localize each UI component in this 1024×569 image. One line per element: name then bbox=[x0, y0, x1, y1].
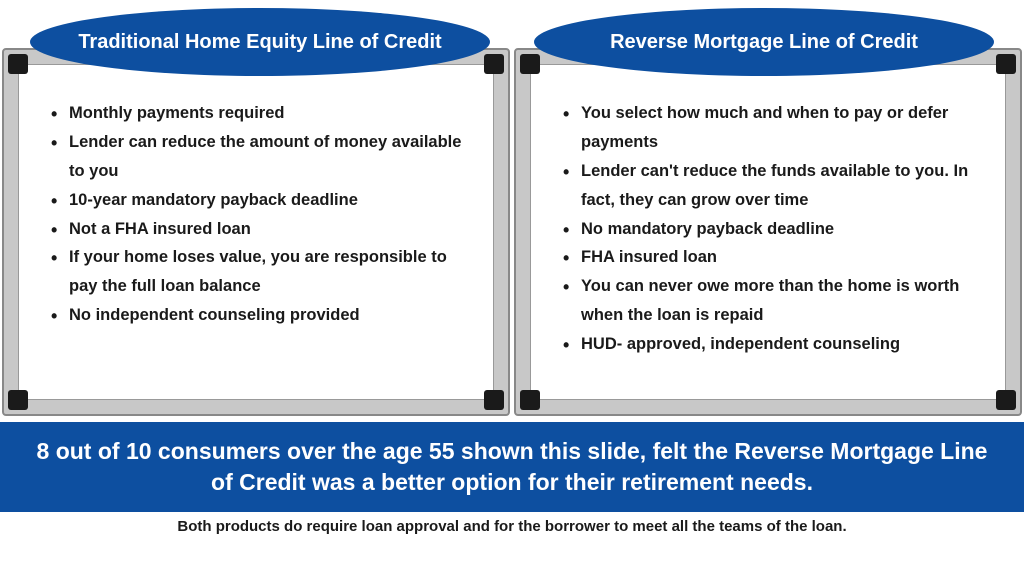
board-corner bbox=[520, 390, 540, 410]
left-bullet-list: Monthly payments required Lender can red… bbox=[47, 99, 465, 330]
statistic-banner: 8 out of 10 consumers over the age 55 sh… bbox=[0, 422, 1024, 512]
right-bullet-list: You select how much and when to pay or d… bbox=[559, 99, 977, 359]
board-corner bbox=[484, 390, 504, 410]
list-item: If your home loses value, you are respon… bbox=[47, 243, 465, 301]
list-item: 10-year mandatory payback deadline bbox=[47, 186, 465, 215]
list-item: Not a FHA insured loan bbox=[47, 215, 465, 244]
list-item: HUD- approved, independent counseling bbox=[559, 330, 977, 359]
left-board-content: Monthly payments required Lender can red… bbox=[18, 64, 494, 400]
right-header-oval: Reverse Mortgage Line of Credit bbox=[534, 8, 994, 76]
list-item: No mandatory payback deadline bbox=[559, 215, 977, 244]
list-item: No independent counseling provided bbox=[47, 301, 465, 330]
boards-row: Monthly payments required Lender can red… bbox=[0, 48, 1024, 416]
list-item: Lender can't reduce the funds available … bbox=[559, 157, 977, 215]
headers-row: Traditional Home Equity Line of Credit R… bbox=[0, 0, 1024, 76]
list-item: You can never owe more than the home is … bbox=[559, 272, 977, 330]
comparison-infographic: Traditional Home Equity Line of Credit R… bbox=[0, 0, 1024, 569]
left-board: Monthly payments required Lender can red… bbox=[2, 48, 510, 416]
list-item: Monthly payments required bbox=[47, 99, 465, 128]
board-corner bbox=[8, 390, 28, 410]
right-board: You select how much and when to pay or d… bbox=[514, 48, 1022, 416]
list-item: FHA insured loan bbox=[559, 243, 977, 272]
left-header-oval: Traditional Home Equity Line of Credit bbox=[30, 8, 490, 76]
board-corner bbox=[996, 390, 1016, 410]
right-board-content: You select how much and when to pay or d… bbox=[530, 64, 1006, 400]
list-item: Lender can reduce the amount of money av… bbox=[47, 128, 465, 186]
footnote-text: Both products do require loan approval a… bbox=[0, 512, 1024, 539]
list-item: You select how much and when to pay or d… bbox=[559, 99, 977, 157]
